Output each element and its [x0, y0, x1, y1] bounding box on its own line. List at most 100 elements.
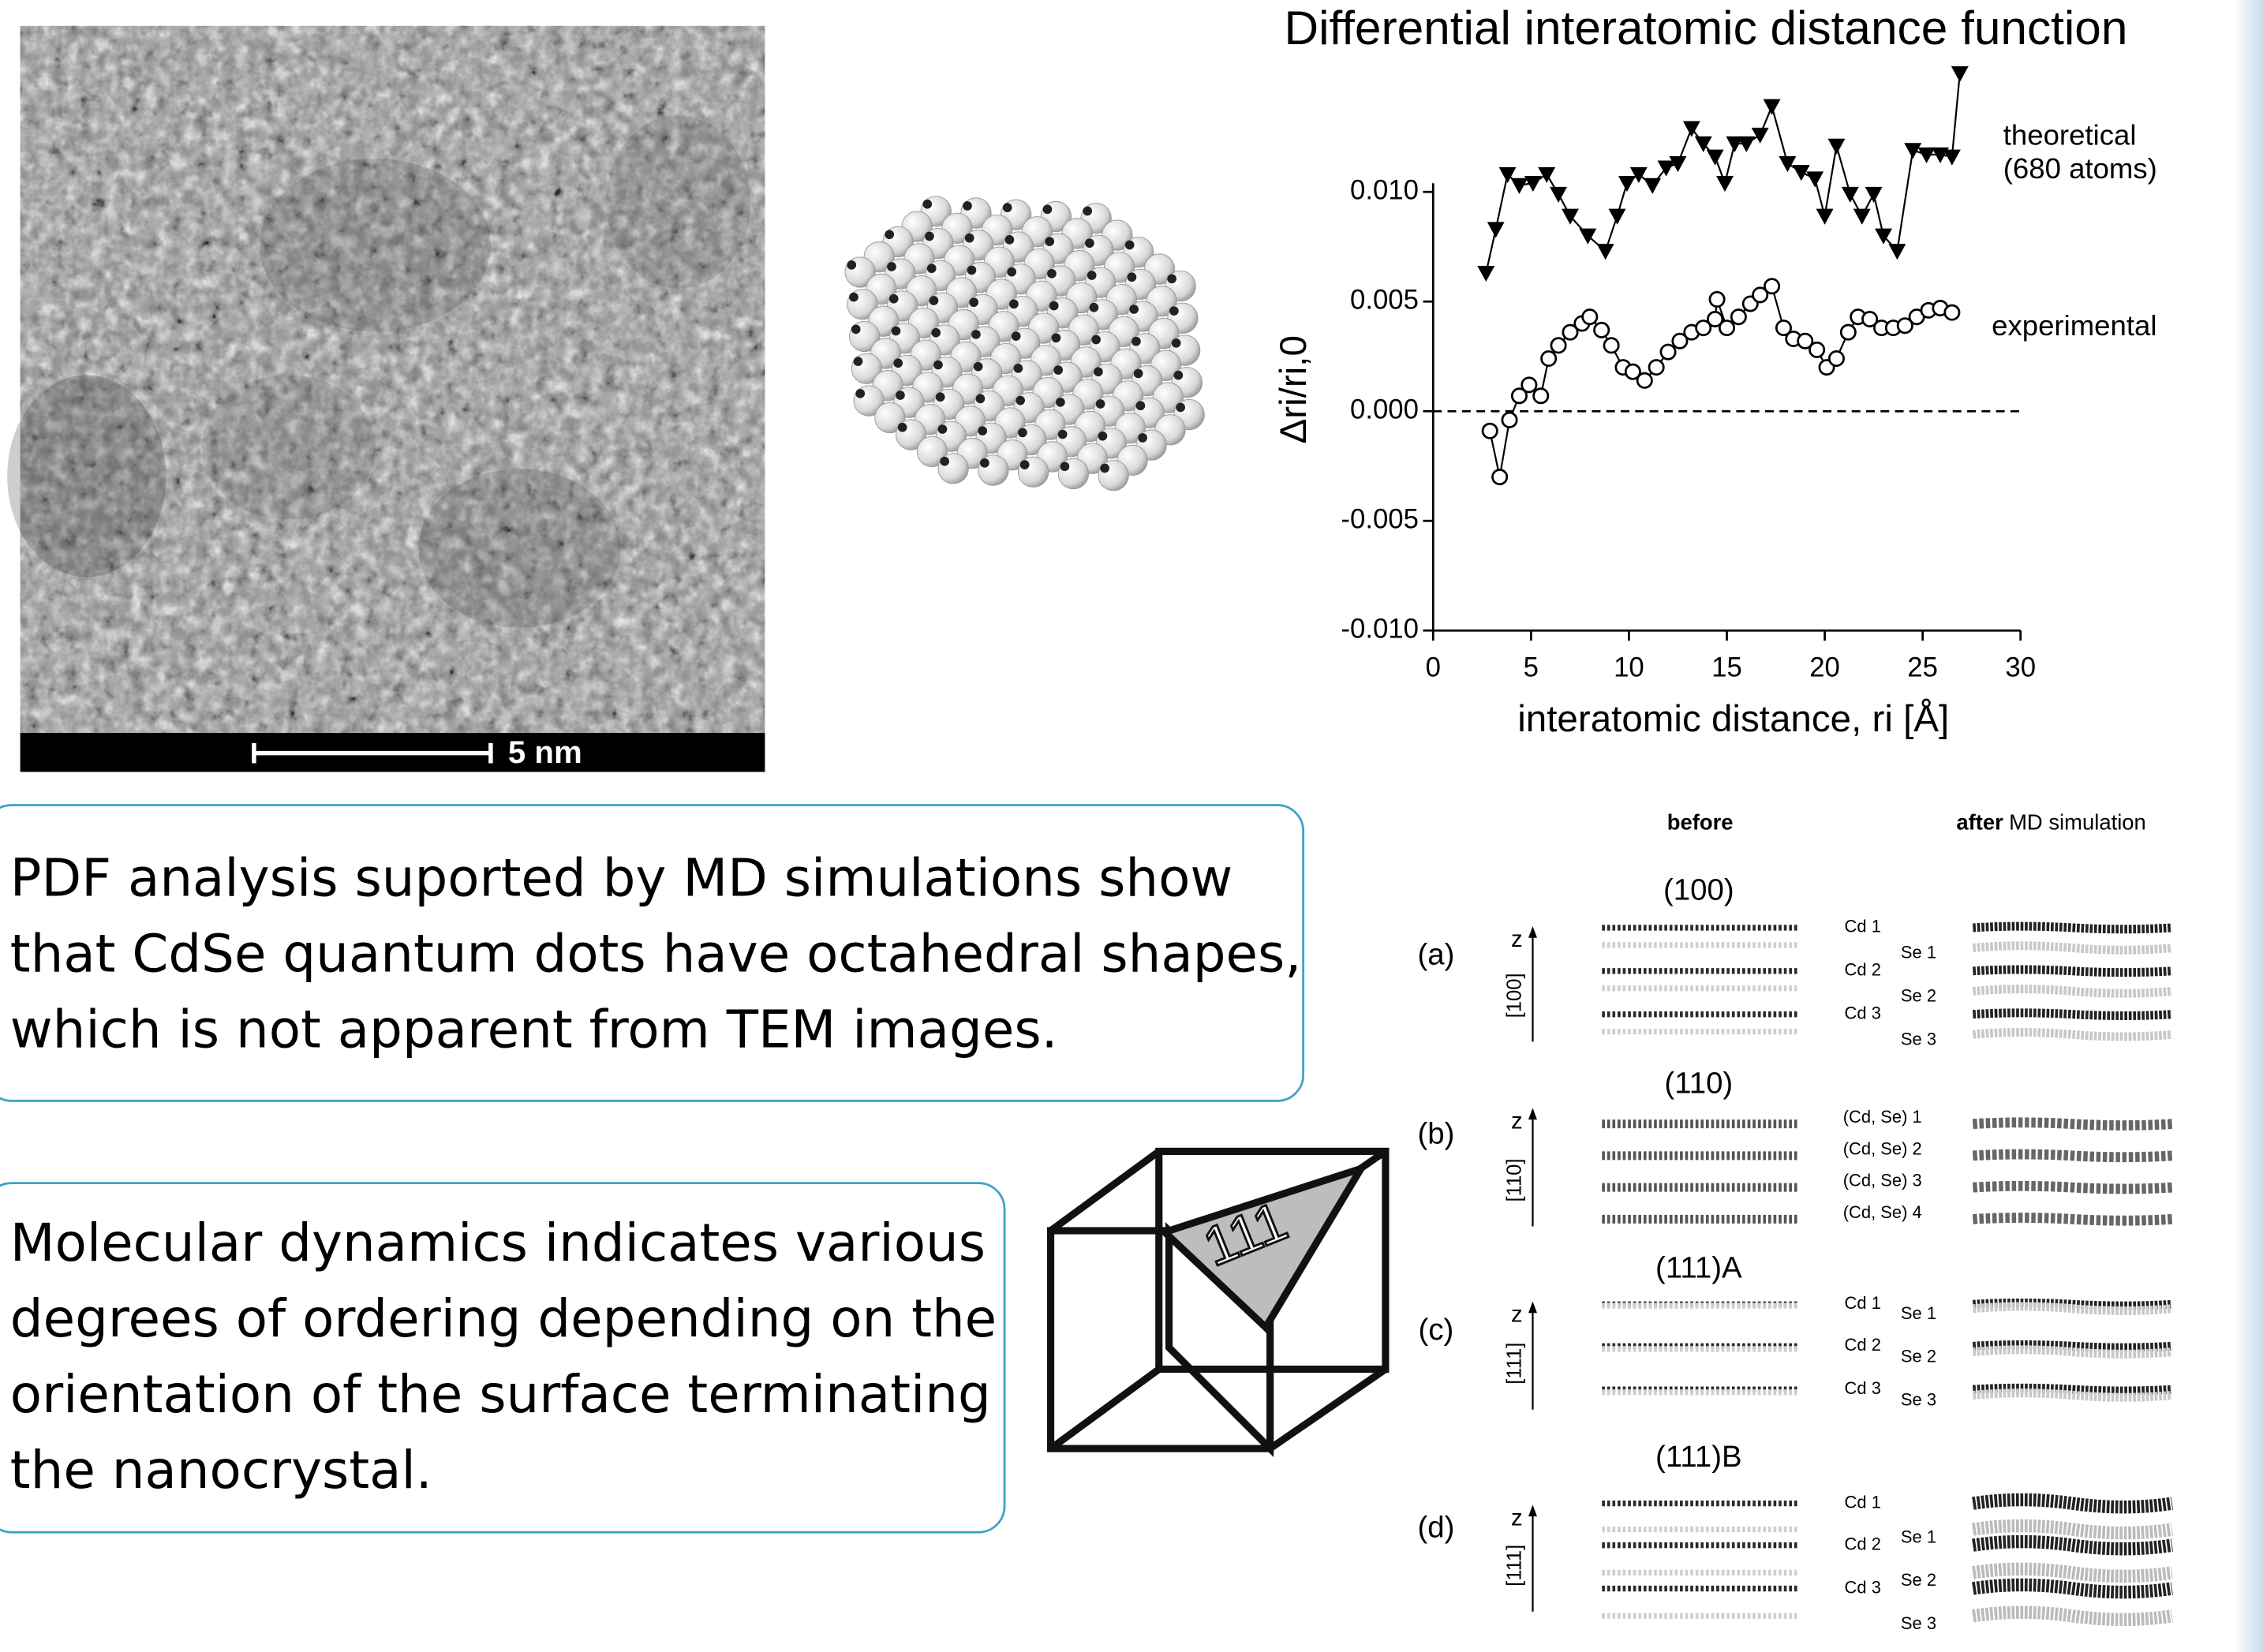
atom-small — [1138, 433, 1147, 443]
data-point — [1816, 209, 1834, 225]
data-point — [1809, 342, 1823, 357]
atom-small — [931, 328, 941, 338]
md-layer-label: Cd 3 — [1845, 1378, 1881, 1398]
atom-small — [1043, 204, 1053, 214]
md-panel-label: (a) — [1417, 938, 1454, 972]
tem-particle — [202, 375, 375, 519]
data-point — [1853, 209, 1871, 225]
x-tick-label: 0 — [1426, 653, 1441, 683]
body-text-line: PDF analysis suported by MD simulations … — [10, 847, 1232, 908]
md-layer-label: Cd 3 — [1845, 1577, 1881, 1597]
atom-small — [855, 389, 865, 398]
atom-small — [1053, 365, 1063, 375]
md-layer-label: Cd 1 — [1845, 1492, 1881, 1512]
md-layer-label: Se 2 — [1901, 986, 1936, 1006]
md-plane: (100) — [1663, 873, 1734, 906]
cube-edge — [1051, 1370, 1159, 1449]
md-layer-after — [1973, 1542, 2171, 1549]
atom-small — [1167, 275, 1176, 284]
atom-small — [933, 361, 943, 370]
cube-edge — [1051, 1151, 1159, 1231]
md-layer-label: Se 3 — [1901, 1029, 1936, 1048]
y-tick-label: 0.005 — [1350, 285, 1419, 315]
md-layer-label: Se 1 — [1901, 1527, 1936, 1546]
md-layer-label: Se 3 — [1901, 1613, 1936, 1633]
atom-small — [1087, 271, 1097, 280]
atom-small — [938, 424, 948, 434]
md-layer-label: Cd 2 — [1845, 1335, 1881, 1355]
md-axis: [100] — [1503, 973, 1525, 1018]
x-tick-label: 15 — [1711, 653, 1742, 683]
slide: 5 nm Differential interatomic distance f… — [0, 0, 2263, 1652]
md-layer-after — [1973, 989, 2171, 993]
atom-small — [889, 294, 899, 304]
y-axis-label: Δri/ri,0 — [1273, 335, 1315, 443]
atom-small — [1047, 269, 1057, 278]
data-point — [1637, 373, 1651, 387]
md-arrowhead — [1528, 926, 1537, 938]
legend-label: experimental — [1992, 309, 2156, 342]
tem-particle — [418, 469, 620, 627]
atom-small — [1136, 401, 1146, 410]
chart: Differential interatomic distance functi… — [1273, 1, 2157, 740]
data-point — [1945, 305, 1959, 320]
page: 5 nm Differential interatomic distance f… — [0, 0, 2263, 1652]
atom-small — [1009, 300, 1019, 309]
atom-small — [1128, 272, 1137, 282]
data-point — [1865, 187, 1883, 203]
data-point — [1806, 171, 1823, 187]
md-z: z — [1511, 927, 1523, 952]
md-z: z — [1511, 1109, 1523, 1134]
atom-small — [893, 358, 903, 368]
series-line — [1486, 73, 1960, 273]
data-point — [1764, 99, 1781, 115]
md-layer-after — [1973, 1154, 2171, 1157]
tem-particle — [7, 375, 166, 577]
data-point — [1597, 244, 1614, 260]
md-z: z — [1511, 1303, 1523, 1328]
data-point — [1661, 345, 1675, 359]
md-plane: (110) — [1664, 1066, 1733, 1100]
md-layer-label: Se 1 — [1901, 943, 1936, 962]
md-panel-label: (d) — [1417, 1511, 1454, 1545]
data-point — [1719, 320, 1734, 335]
atom-small — [969, 297, 978, 307]
atom-small — [936, 392, 945, 402]
data-point — [1829, 351, 1843, 365]
data-point — [1583, 310, 1597, 324]
md-layer-label: (Cd, Se) 2 — [1843, 1138, 1922, 1158]
data-point — [1710, 292, 1724, 306]
data-point — [1483, 424, 1497, 438]
atom-small — [976, 394, 986, 404]
data-point — [1534, 389, 1548, 403]
y-tick-label: 0.010 — [1350, 175, 1419, 205]
md-layer-after — [1973, 1388, 2171, 1391]
tem-particle — [606, 115, 750, 288]
atom-small — [1007, 267, 1016, 277]
md-figure: before after MD simulation (100)(a)z[100… — [1417, 810, 2171, 1634]
atom-small — [1091, 335, 1101, 345]
atom-small — [1005, 235, 1015, 245]
data-point — [1943, 150, 1961, 166]
y-tick-label: -0.010 — [1341, 614, 1419, 644]
atom-small — [1056, 398, 1065, 407]
atom-small — [887, 262, 896, 271]
md-layer-after — [1973, 1344, 2171, 1347]
data-point — [1542, 351, 1556, 365]
data-point — [1827, 139, 1845, 155]
atom-small — [1096, 399, 1105, 409]
atom-small — [885, 230, 894, 239]
y-tick-label: -0.005 — [1341, 504, 1419, 534]
chart-title: Differential interatomic distance functi… — [1284, 1, 2127, 54]
atom-small — [1018, 428, 1027, 438]
data-point — [1595, 323, 1609, 337]
atom-small — [1012, 331, 1021, 341]
atom-small — [847, 260, 856, 270]
atom-small — [971, 330, 981, 339]
data-point — [1649, 360, 1663, 374]
atom-small — [1058, 430, 1068, 439]
atom-small — [974, 362, 983, 372]
md-plane: (111)B — [1655, 1440, 1742, 1474]
md-layer-after — [1973, 1186, 2171, 1189]
md-layer-after — [1973, 970, 2171, 973]
